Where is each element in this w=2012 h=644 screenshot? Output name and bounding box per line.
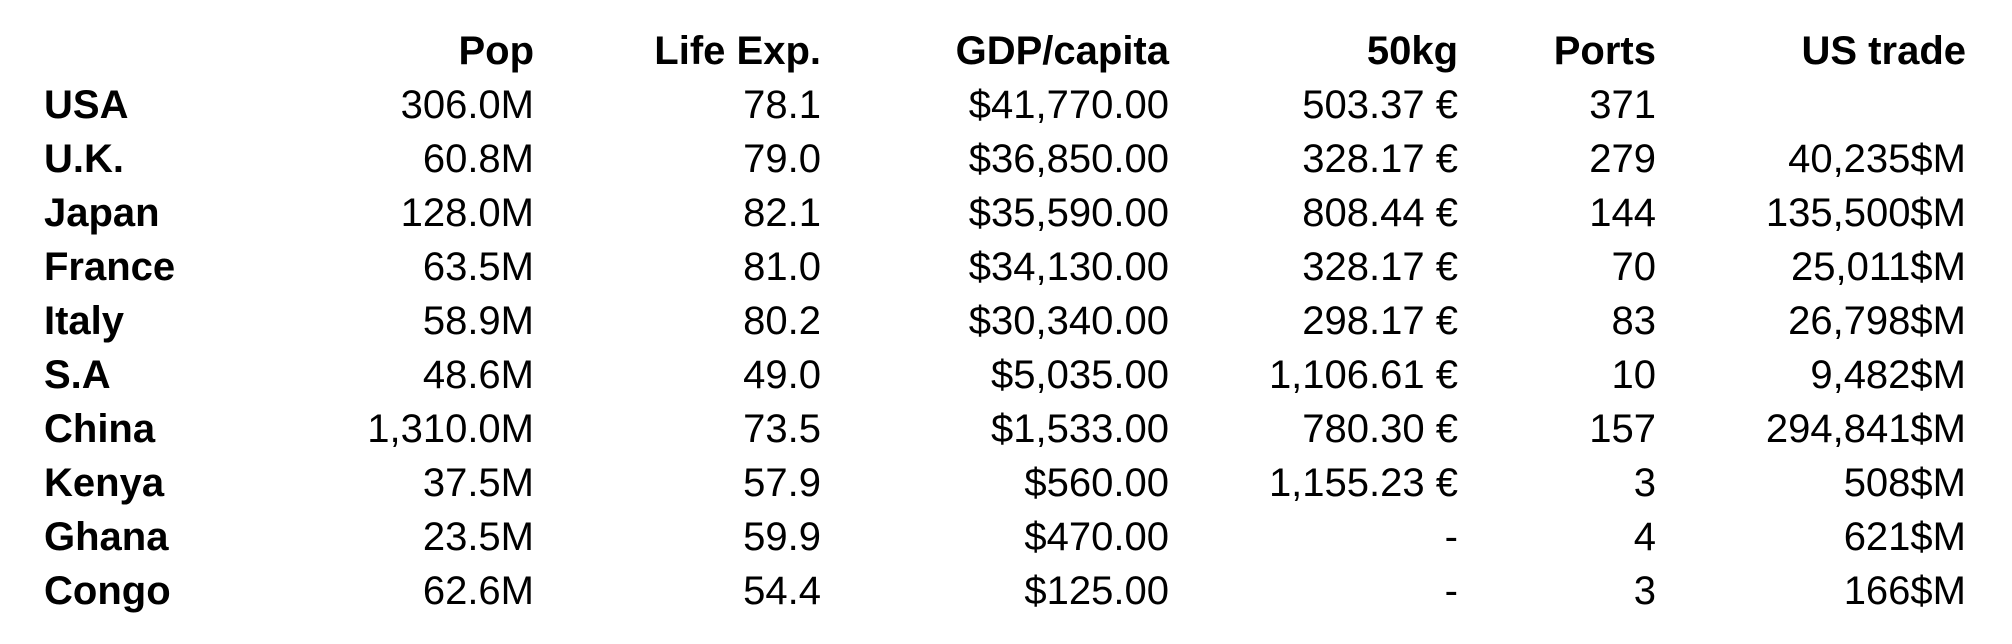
ports-cell: 3 <box>1633 569 1656 613</box>
gdp-cell: $30,340.00 <box>968 299 1169 343</box>
us-trade-cell: 294,841$M <box>1765 407 1966 451</box>
pop-cell: 58.9M <box>422 299 534 343</box>
header-row: Pop Life Exp. GDP/capita 50kg Ports US t… <box>44 24 1966 78</box>
gdp-cell: $560.00 <box>1024 461 1169 505</box>
pop-cell: 48.6M <box>422 353 534 397</box>
us-trade-cell: 621$M <box>1843 515 1966 559</box>
price-50kg-cell: 808.44 € <box>1302 191 1458 235</box>
country-cell: China <box>44 407 156 451</box>
price-50kg-cell: 298.17 € <box>1302 299 1458 343</box>
table-row: U.K. 60.8M 79.0 $36,850.00 328.17 € 279 … <box>44 132 1966 186</box>
life-exp-cell: 79.0 <box>743 137 821 181</box>
life-exp-cell: 81.0 <box>743 245 821 289</box>
table-row: Ghana 23.5M 59.9 $470.00 - 4 621$M <box>44 510 1966 564</box>
life-exp-cell: 57.9 <box>743 461 821 505</box>
ports-cell: 3 <box>1633 461 1656 505</box>
life-exp-cell: 73.5 <box>743 407 821 451</box>
country-cell: Congo <box>44 569 171 613</box>
table-row: Kenya 37.5M 57.9 $560.00 1,155.23 € 3 50… <box>44 456 1966 510</box>
table-header: Pop Life Exp. GDP/capita 50kg Ports US t… <box>44 24 1966 78</box>
country-cell: S.A <box>44 353 111 397</box>
us-trade-cell: 26,798$M <box>1788 299 1966 343</box>
table-row: USA 306.0M 78.1 $41,770.00 503.37 € 371 <box>44 78 1966 132</box>
price-50kg-cell: 328.17 € <box>1302 137 1458 181</box>
ports-cell: 4 <box>1633 515 1656 559</box>
gdp-cell: $35,590.00 <box>968 191 1169 235</box>
gdp-cell: $36,850.00 <box>968 137 1169 181</box>
gdp-cell: $34,130.00 <box>968 245 1169 289</box>
pop-cell: 23.5M <box>422 515 534 559</box>
country-cell: Ghana <box>44 515 169 559</box>
price-50kg-cell: - <box>1444 569 1458 613</box>
pop-cell: 60.8M <box>422 137 534 181</box>
pop-cell: 62.6M <box>422 569 534 613</box>
table-row: Congo 62.6M 54.4 $125.00 - 3 166$M <box>44 564 1966 618</box>
price-50kg-cell: 503.37 € <box>1302 83 1458 127</box>
price-50kg-cell: - <box>1444 515 1458 559</box>
life-exp-cell: 82.1 <box>743 191 821 235</box>
pop-cell: 128.0M <box>400 191 534 235</box>
ports-cell: 371 <box>1589 83 1656 127</box>
gdp-cell: $5,035.00 <box>991 353 1169 397</box>
life-exp-cell: 59.9 <box>743 515 821 559</box>
ports-cell: 70 <box>1611 245 1657 289</box>
life-exp-cell: 78.1 <box>743 83 821 127</box>
ports-cell: 157 <box>1589 407 1656 451</box>
header-gdp-per-capita: GDP/capita <box>955 29 1169 73</box>
us-trade-cell: 25,011$M <box>1791 245 1966 289</box>
gdp-cell: $41,770.00 <box>968 83 1169 127</box>
header-us-trade: US trade <box>1801 29 1967 73</box>
pop-cell: 1,310.0M <box>367 407 534 451</box>
country-cell: Kenya <box>44 461 165 505</box>
life-exp-cell: 54.4 <box>743 569 821 613</box>
life-exp-cell: 80.2 <box>743 299 821 343</box>
price-50kg-cell: 328.17 € <box>1302 245 1458 289</box>
pop-cell: 37.5M <box>422 461 534 505</box>
life-exp-cell: 49.0 <box>743 353 821 397</box>
us-trade-cell: 40,235$M <box>1788 137 1966 181</box>
us-trade-cell: 9,482$M <box>1810 353 1966 397</box>
gdp-cell: $1,533.00 <box>991 407 1169 451</box>
gdp-cell: $125.00 <box>1024 569 1169 613</box>
table-row: China 1,310.0M 73.5 $1,533.00 780.30 € 1… <box>44 402 1966 456</box>
header-pop: Pop <box>458 29 534 73</box>
us-trade-cell: 135,500$M <box>1765 191 1966 235</box>
country-cell: France <box>44 245 176 289</box>
country-cell: Italy <box>44 299 125 343</box>
country-cell: U.K. <box>44 137 124 181</box>
table-row: Japan 128.0M 82.1 $35,590.00 808.44 € 14… <box>44 186 1966 240</box>
price-50kg-cell: 1,106.61 € <box>1268 353 1458 397</box>
header-ports: Ports <box>1553 29 1656 73</box>
table-row: France 63.5M 81.0 $34,130.00 328.17 € 70… <box>44 240 1966 294</box>
table-body: USA 306.0M 78.1 $41,770.00 503.37 € 371 … <box>44 78 1966 618</box>
price-50kg-cell: 780.30 € <box>1302 407 1458 451</box>
us-trade-cell <box>1656 78 1966 132</box>
table-row: S.A 48.6M 49.0 $5,035.00 1,106.61 € 10 9… <box>44 348 1966 402</box>
ports-cell: 10 <box>1611 353 1657 397</box>
gdp-cell: $470.00 <box>1024 515 1169 559</box>
header-50kg: 50kg <box>1366 29 1458 73</box>
us-trade-cell: 166$M <box>1843 569 1966 613</box>
pop-cell: 63.5M <box>422 245 534 289</box>
country-cell: Japan <box>44 191 160 235</box>
header-country <box>44 24 234 78</box>
ports-cell: 144 <box>1589 191 1656 235</box>
us-trade-cell: 508$M <box>1843 461 1966 505</box>
header-life-exp: Life Exp. <box>654 29 821 73</box>
price-50kg-cell: 1,155.23 € <box>1268 461 1458 505</box>
ports-cell: 83 <box>1611 299 1657 343</box>
table-row: Italy 58.9M 80.2 $30,340.00 298.17 € 83 … <box>44 294 1966 348</box>
ports-cell: 279 <box>1589 137 1656 181</box>
country-cell: USA <box>44 83 129 127</box>
country-stats-table: Pop Life Exp. GDP/capita 50kg Ports US t… <box>44 24 1966 618</box>
pop-cell: 306.0M <box>400 83 534 127</box>
